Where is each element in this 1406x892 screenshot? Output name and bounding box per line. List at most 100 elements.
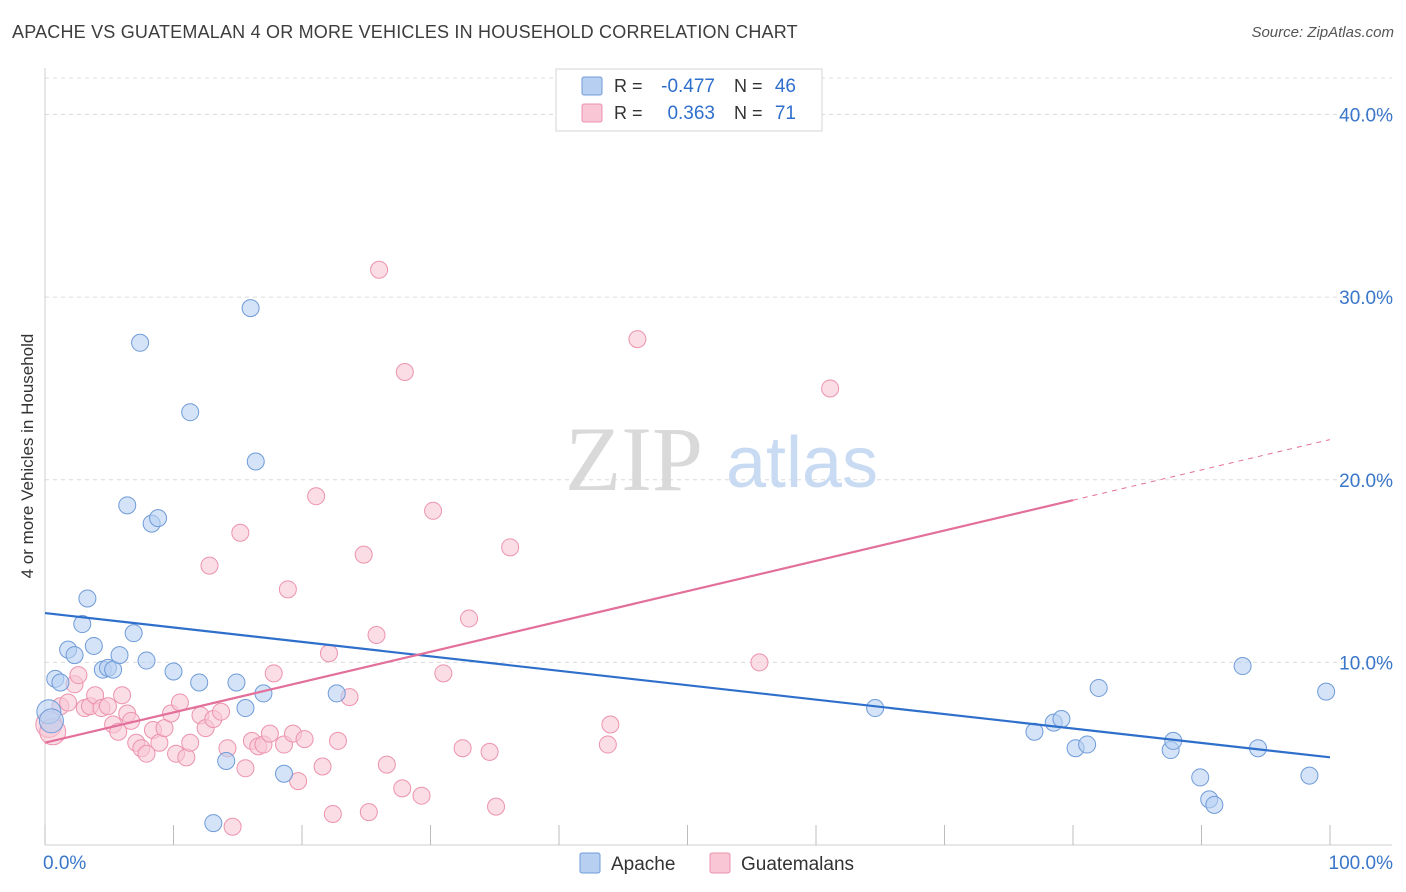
guatemalans-point <box>628 330 647 349</box>
guatemalans-point <box>367 625 386 644</box>
guatemalans-point <box>601 715 620 734</box>
guatemalans-point <box>319 644 338 663</box>
apache-point <box>65 646 84 665</box>
guatemalans-point <box>59 693 78 712</box>
guatemalans-point <box>480 742 499 761</box>
apache-point <box>327 684 346 703</box>
guatemalans-point <box>598 735 617 754</box>
stats-legend: R = -0.477 N = 46 R = 0.363 N = 71 <box>555 68 823 132</box>
apache-point <box>246 452 265 471</box>
guatemalans-point <box>487 797 506 816</box>
legend-apache-swatch <box>579 852 601 874</box>
guatemalans-point <box>359 803 378 822</box>
apache-point <box>73 615 92 634</box>
apache-point <box>217 751 236 770</box>
guatemalans-point <box>323 804 342 823</box>
apache-point <box>1233 657 1252 676</box>
apache-n-value: 46 <box>775 76 796 97</box>
guatemalans-n-value: 71 <box>775 103 796 124</box>
guatemalans-trend-line <box>44 499 1074 744</box>
y-tick-label: 20.0% <box>1339 471 1393 492</box>
guatemalans-point <box>212 702 231 721</box>
apache-point <box>124 624 143 643</box>
apache-point <box>51 673 70 692</box>
legend-guatemalans-swatch <box>709 852 731 874</box>
watermark-zip: ZIP <box>565 408 703 510</box>
guatemalans-point <box>98 697 117 716</box>
watermark-atlas: atlas <box>726 423 878 503</box>
guatemalans-point <box>377 755 396 774</box>
grid <box>45 77 1392 663</box>
apache-r-value: -0.477 <box>661 76 715 97</box>
legend-guatemalans-label: Guatemalans <box>741 854 854 875</box>
guatemalans-points <box>35 260 840 836</box>
apache-point <box>181 403 200 422</box>
y-tick-label: 40.0% <box>1339 106 1393 127</box>
guatemalans-point <box>223 817 242 836</box>
legend-apache-label: Apache <box>611 854 675 875</box>
guatemalans-point <box>434 664 453 683</box>
tick-labels: 10.0% 20.0% 30.0% 40.0% 0.0% 100.0% <box>43 106 1393 874</box>
guatemalans-point <box>295 730 314 749</box>
guatemalans-point <box>231 523 250 542</box>
apache-point <box>149 509 168 528</box>
apache-point <box>84 636 103 655</box>
guatemalans-n-label: N = <box>734 103 763 123</box>
guatemalans-r-value: 0.363 <box>667 103 715 124</box>
guatemalans-point <box>113 686 132 705</box>
guatemalans-point <box>750 653 769 672</box>
guatemalans-point <box>137 744 156 763</box>
guatemalans-point <box>328 731 347 750</box>
guatemalans-point <box>69 666 88 685</box>
guatemalans-point <box>395 363 414 382</box>
guatemalans-swatch <box>581 103 603 123</box>
y-tick-label: 30.0% <box>1339 288 1393 309</box>
chart-title: APACHE VS GUATEMALAN 4 OR MORE VEHICLES … <box>12 22 798 42</box>
guatemalans-point <box>354 545 373 564</box>
guatemalans-point <box>181 733 200 752</box>
apache-point <box>1205 795 1224 814</box>
trend-lines <box>44 439 1331 759</box>
x-tick-label: 100.0% <box>1329 853 1394 874</box>
guatemalans-point <box>264 664 283 683</box>
guatemalans-point <box>821 379 840 398</box>
guatemalans-point <box>307 487 326 506</box>
apache-point <box>164 662 183 681</box>
apache-point <box>118 496 137 515</box>
apache-point <box>1078 735 1097 754</box>
axes <box>44 68 1392 846</box>
series-legend: Apache Guatemalans <box>579 852 854 875</box>
source-label: Source: ZipAtlas.com <box>1251 24 1394 41</box>
guatemalans-point <box>200 556 219 575</box>
guatemalans-point <box>453 739 472 758</box>
apache-n-label: N = <box>734 76 763 96</box>
apache-point <box>227 673 246 692</box>
apache-trend-line <box>44 611 1331 759</box>
guatemalans-r-label: R = <box>614 103 643 123</box>
guatemalans-point <box>370 260 389 279</box>
apache-point <box>131 333 150 352</box>
guatemalans-point <box>260 724 279 743</box>
apache-point <box>38 708 64 734</box>
apache-point <box>241 299 260 318</box>
y-tick-label: 10.0% <box>1339 653 1393 674</box>
apache-swatch <box>581 76 603 96</box>
apache-point <box>137 651 156 670</box>
apache-point <box>236 699 255 718</box>
guatemalans-point <box>313 757 332 776</box>
guatemalans-point <box>236 759 255 778</box>
apache-point <box>1317 682 1336 701</box>
apache-point <box>110 646 129 665</box>
guatemalans-point <box>393 779 412 798</box>
guatemalans-trend-extension <box>1072 439 1331 501</box>
apache-point <box>275 764 294 783</box>
apache-r-label: R = <box>614 76 643 96</box>
guatemalans-point <box>460 609 479 628</box>
x-tick-label: 0.0% <box>43 853 86 874</box>
guatemalans-point <box>278 580 297 599</box>
guatemalans-point <box>289 772 308 791</box>
apache-point <box>190 673 209 692</box>
guatemalans-point <box>412 786 431 805</box>
apache-point <box>1300 766 1319 785</box>
